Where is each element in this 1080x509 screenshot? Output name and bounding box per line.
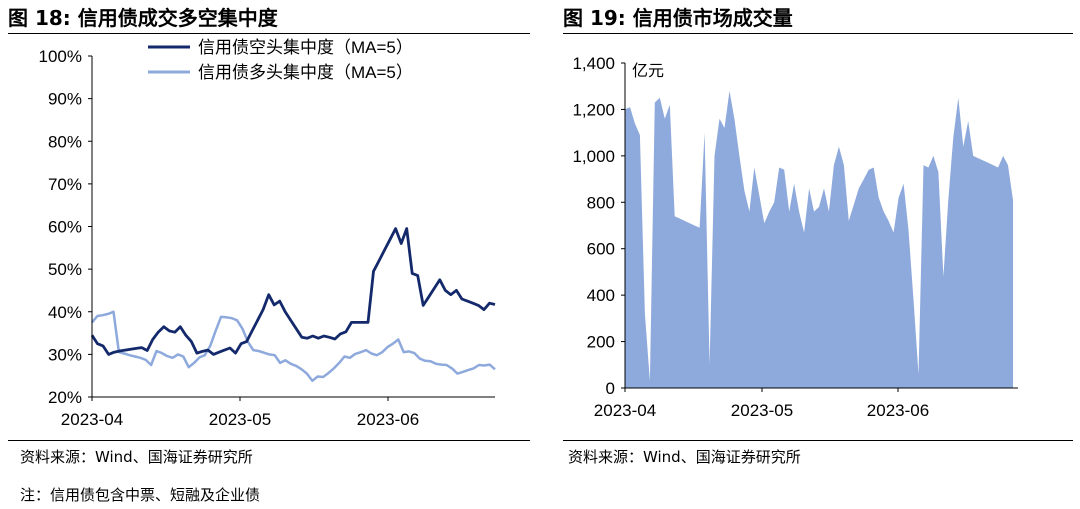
left-y-tick-label: 20% [48, 388, 82, 407]
series-line-short [90, 227, 496, 356]
right-y-tick-label: 1,000 [572, 147, 615, 166]
right-x-ticks: 2023-04 2023-05 2023-06 [594, 388, 929, 420]
right-x-tick-label: 2023-06 [867, 401, 929, 420]
left-x-tick-label: 2023-04 [61, 410, 123, 429]
right-y-tick-label: 1,200 [572, 100, 615, 119]
left-chart: 20%30%40%50%60%70%80%90%100% 2023-04 2023… [39, 38, 496, 429]
right-x-tick-label: 2023-04 [594, 401, 656, 420]
right-y-tick-label: 400 [587, 286, 615, 305]
left-y-tick-label: 90% [48, 90, 82, 109]
right-y-tick-label: 800 [587, 193, 615, 212]
footnote: 注：信用债包含中票、短融及企业债 [20, 486, 261, 504]
right-bottom-rule [563, 440, 1073, 441]
left-plot-area [90, 227, 496, 383]
series-line-long [91, 310, 496, 383]
right-y-tick-label: 0 [606, 379, 615, 398]
volume-area [625, 90, 1013, 389]
left-y-tick-label: 50% [48, 260, 82, 279]
right-y-unit-label: 亿元 [632, 62, 664, 80]
right-plot-area [625, 90, 1013, 389]
right-y-tick-label: 1,400 [572, 54, 615, 73]
right-y-tick-label: 200 [587, 333, 615, 352]
left-y-tick-label: 80% [48, 132, 82, 151]
left-y-tick-label: 60% [48, 218, 82, 237]
right-top-rule [563, 33, 1073, 34]
left-bottom-rule [8, 440, 530, 441]
right-source-note: 资料来源：Wind、国海证券研究所 [568, 448, 801, 466]
right-y-tick-label: 600 [587, 240, 615, 259]
left-y-tick-label: 40% [48, 303, 82, 322]
left-chart-title: 图 18: 信用债成交多空集中度 [8, 6, 278, 30]
left-x-tick-label: 2023-05 [209, 410, 271, 429]
left-source-note: 资料来源：Wind、国海证券研究所 [20, 448, 253, 466]
legend-label-short: 信用债空头集中度（MA=5） [198, 38, 413, 57]
right-chart-title: 图 19: 信用债市场成交量 [563, 6, 793, 30]
left-x-tick-label: 2023-06 [357, 410, 419, 429]
legend-label-long: 信用债多头集中度（MA=5） [198, 63, 413, 82]
right-x-tick-label: 2023-05 [731, 401, 793, 420]
left-x-ticks: 2023-04 2023-05 2023-06 [61, 397, 419, 429]
right-y-ticks: 0 200 400 600 800 1,000 1,200 1,400 [572, 54, 625, 398]
left-y-ticks: 20% 30% 40% 50% 60% 70% 80% 90% 100% [39, 47, 92, 407]
left-y-tick-label: 70% [48, 175, 82, 194]
left-top-rule [8, 33, 530, 34]
left-y-tick-label: 100% [39, 47, 82, 66]
left-legend: 信用债空头集中度（MA=5） 信用债多头集中度（MA=5） [148, 38, 413, 82]
left-y-tick-label: 30% [48, 345, 82, 364]
